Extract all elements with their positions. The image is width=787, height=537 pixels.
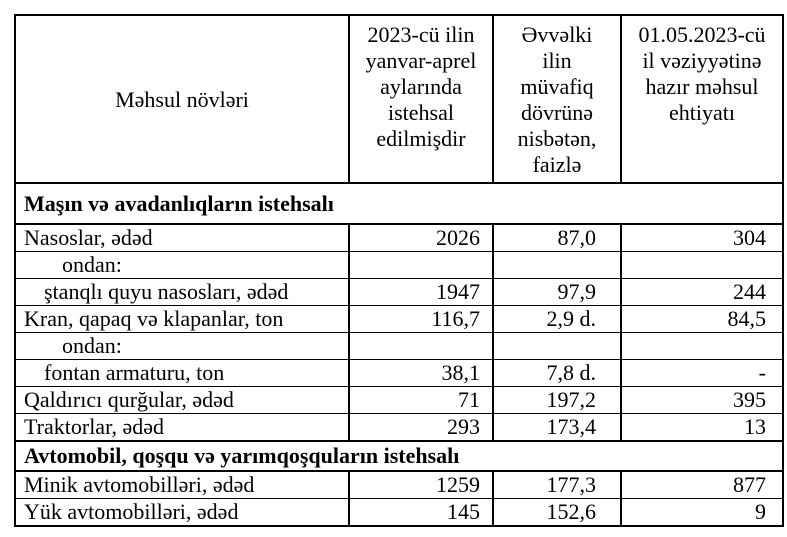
- percent-value: 173,4: [492, 413, 622, 442]
- product-label: ştanqlı quyu nasosları, ədəd: [14, 278, 350, 306]
- percent-value: 2,9 d.: [492, 305, 622, 333]
- produced-value: 293: [348, 413, 494, 442]
- product-label: Minik avtomobilləri, ədəd: [14, 470, 350, 499]
- section-row: Avtomobil, qoşqu və yarımqoşquların iste…: [14, 440, 784, 472]
- table-row: ondan:: [14, 251, 784, 279]
- product-label: ondan:: [14, 332, 350, 360]
- percent-value: 152,6: [492, 498, 622, 527]
- produced-value: [348, 251, 494, 279]
- table-row: Kran, qapaq və klapanlar, ton 116,7 2,9 d.…: [14, 305, 784, 333]
- stock-value: 244: [620, 278, 784, 306]
- produced-value: 71: [348, 386, 494, 414]
- table-row: Yük avtomobilləri, ədəd 145 152,6 9: [14, 498, 784, 527]
- percent-value: [492, 251, 622, 279]
- stock-value: 9: [620, 498, 784, 527]
- table-row: Traktorlar, ədəd 293 173,4 13: [14, 413, 784, 442]
- section-label: Maşın və avadanlıqların istehsalı: [14, 182, 784, 225]
- product-label: ondan:: [14, 251, 350, 279]
- table-row: Minik avtomobilləri, ədəd 1259 177,3 877: [14, 470, 784, 499]
- product-label: Nasoslar, ədəd: [14, 223, 350, 252]
- produced-value: 38,1: [348, 359, 494, 387]
- product-label: fontan armaturu, ton: [14, 359, 350, 387]
- product-label: Kran, qapaq və klapanlar, ton: [14, 305, 350, 333]
- table-body: Maşın və avadanlıqların istehsalı Nasosla…: [14, 182, 784, 527]
- stock-value: 304: [620, 223, 784, 252]
- column-header-produced: 2023-cü ilin yanvar-aprel aylarında iste…: [348, 14, 494, 184]
- produced-value: 145: [348, 498, 494, 527]
- percent-value: 87,0: [492, 223, 622, 252]
- table-header: Məhsul növləri 2023-cü ilin yanvar-aprel…: [14, 14, 784, 184]
- produced-value: 1259: [348, 470, 494, 499]
- stock-value: [620, 251, 784, 279]
- stock-value: 395: [620, 386, 784, 414]
- table-row: fontan armaturu, ton 38,1 7,8 d. -: [14, 359, 784, 387]
- produced-value: 2026: [348, 223, 494, 252]
- percent-value: 7,8 d.: [492, 359, 622, 387]
- produced-value: 1947: [348, 278, 494, 306]
- product-label: Yük avtomobilləri, ədəd: [14, 498, 350, 527]
- table-row: Nasoslar, ədəd 2026 87,0 304: [14, 223, 784, 252]
- table-row: ondan:: [14, 332, 784, 360]
- table-row: ştanqlı quyu nasosları, ədəd 1947 97,9 244: [14, 278, 784, 306]
- percent-value: [492, 332, 622, 360]
- column-header-percent: Əvvəlki ilin müvafiq dövrünə nisbətən, f…: [492, 14, 622, 184]
- production-statistics-table: Məhsul növləri 2023-cü ilin yanvar-aprel…: [14, 14, 784, 527]
- percent-value: 177,3: [492, 470, 622, 499]
- percent-value: 97,9: [492, 278, 622, 306]
- stock-value: [620, 332, 784, 360]
- percent-value: 197,2: [492, 386, 622, 414]
- column-header-stock: 01.05.2023-cü il vəziyyətinə hazır məhsu…: [620, 14, 784, 184]
- stock-value: -: [620, 359, 784, 387]
- column-header-product: Məhsul növləri: [14, 14, 350, 184]
- header-row: Məhsul növləri 2023-cü ilin yanvar-aprel…: [14, 14, 784, 184]
- stock-value: 877: [620, 470, 784, 499]
- produced-value: 116,7: [348, 305, 494, 333]
- section-row: Maşın və avadanlıqların istehsalı: [14, 182, 784, 225]
- product-label: Qaldırıcı qurğular, ədəd: [14, 386, 350, 414]
- stock-value: 84,5: [620, 305, 784, 333]
- produced-value: [348, 332, 494, 360]
- product-label: Traktorlar, ədəd: [14, 413, 350, 442]
- section-label: Avtomobil, qoşqu və yarımqoşquların iste…: [14, 440, 784, 472]
- table-row: Qaldırıcı qurğular, ədəd 71 197,2 395: [14, 386, 784, 414]
- stock-value: 13: [620, 413, 784, 442]
